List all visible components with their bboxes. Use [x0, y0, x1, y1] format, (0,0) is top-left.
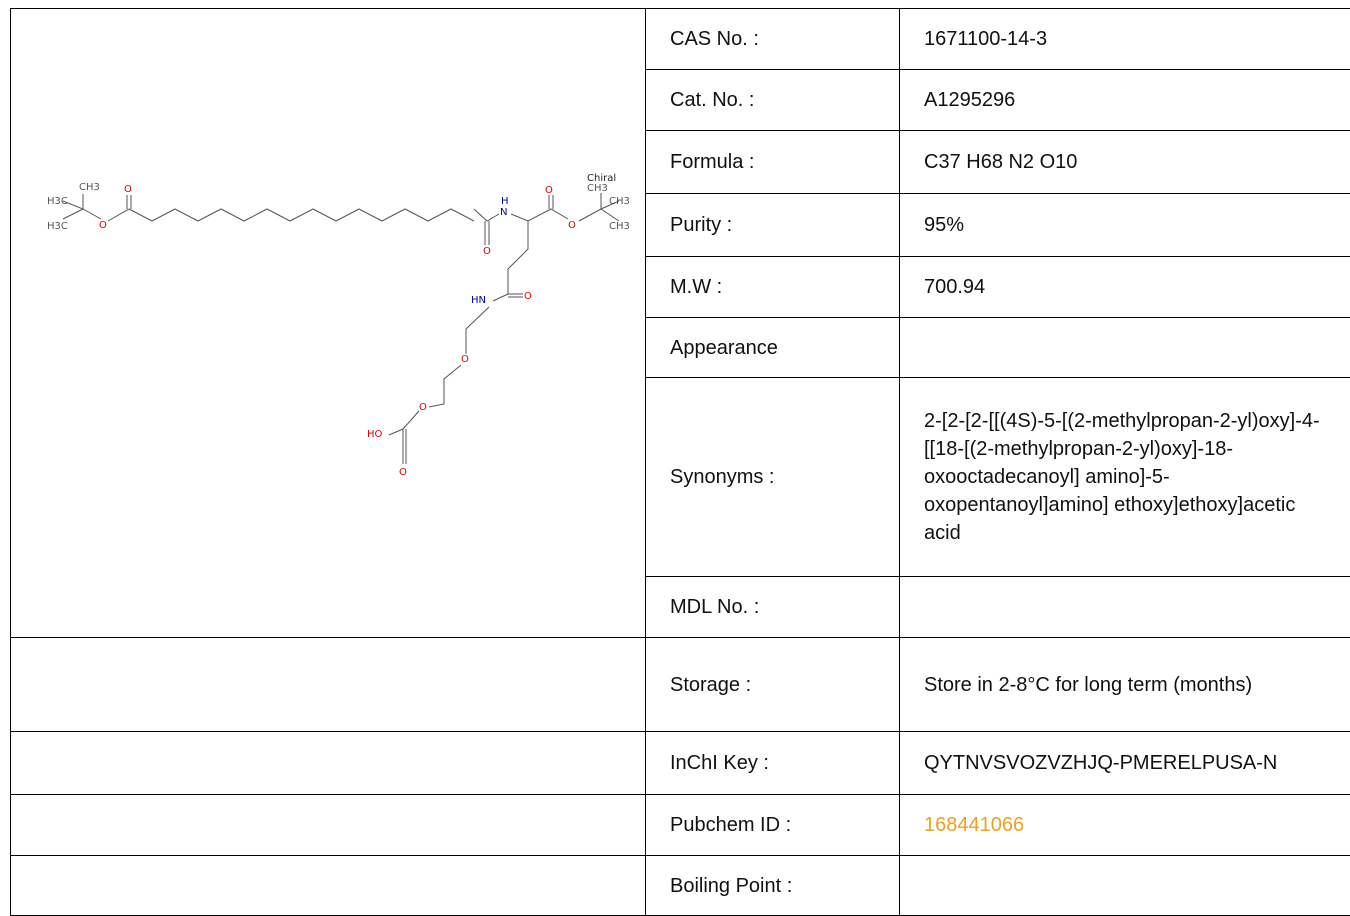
atom-label: O	[545, 185, 553, 196]
atom-label: H3C	[47, 221, 68, 232]
label-cell: MDL No. :	[646, 577, 900, 638]
atom-label: N	[500, 207, 507, 218]
empty-cell	[11, 732, 646, 795]
bond	[466, 307, 489, 354]
empty-cell	[11, 856, 646, 916]
label-cell: Storage :	[646, 638, 900, 732]
value-cell: 700.94	[900, 256, 1350, 318]
value-cell: C37 H68 N2 O10	[900, 130, 1350, 193]
label-cell: Appearance	[646, 318, 900, 378]
label-cell: Synonyms :	[646, 378, 900, 577]
bond	[511, 209, 568, 221]
atom-label: H	[501, 196, 509, 207]
row: Pubchem ID : 168441066	[11, 795, 1350, 856]
value-cell	[900, 856, 1350, 916]
value-cell	[900, 318, 1350, 378]
atom-label: CH3	[609, 221, 630, 232]
bond	[108, 209, 129, 221]
empty-cell	[11, 638, 646, 732]
bond	[403, 411, 419, 464]
value-cell	[900, 577, 1350, 638]
value-cell: A1295296	[900, 69, 1350, 130]
label-cell: Formula :	[646, 130, 900, 193]
atom-label: O	[399, 467, 407, 478]
bond	[129, 209, 474, 221]
empty-cell	[11, 795, 646, 856]
atom-label: HO	[367, 429, 383, 440]
row: Boiling Point :	[11, 856, 1350, 916]
atom-label: O	[483, 246, 491, 257]
pubchem-link[interactable]: 168441066	[924, 814, 1024, 836]
label-cell: M.W :	[646, 256, 900, 318]
atom-label: O	[524, 291, 532, 302]
value-cell: 168441066	[900, 795, 1350, 856]
row: InChI Key :QYTNVSVOZVZHJQ-PMERELPUSA-N	[11, 732, 1350, 795]
label-cell: InChI Key :	[646, 732, 900, 795]
atom-label: HN	[471, 295, 486, 306]
value-cell: QYTNVSVOZVZHJQ-PMERELPUSA-N	[900, 732, 1350, 795]
label-cell: Cat. No. :	[646, 69, 900, 130]
label-cell: Pubchem ID :	[646, 795, 900, 856]
atom-label: CH3	[587, 183, 608, 194]
bond	[389, 429, 403, 435]
value-cell: 95%	[900, 193, 1350, 256]
value-cell: 1671100-14-3	[900, 9, 1350, 70]
bond	[601, 209, 619, 221]
bond	[83, 209, 101, 219]
label-cell: CAS No. :	[646, 9, 900, 70]
row: Storage :Store in 2-8°C for long term (m…	[11, 638, 1350, 732]
atom-label: CH3	[609, 196, 630, 207]
bond	[429, 365, 461, 407]
value-cell: 2-[2-[2-[[(4S)-5-[(2-methylpropan-2-yl)o…	[900, 378, 1350, 577]
bond	[508, 221, 528, 294]
atom-label: O	[461, 354, 469, 365]
atom-label: H3C	[47, 196, 68, 207]
atom-label: O	[419, 402, 427, 413]
atom-label: O	[99, 220, 107, 231]
label-cell: Boiling Point :	[646, 856, 900, 916]
atom-label: CH3	[79, 182, 100, 193]
value-cell: Store in 2-8°C for long term (months)	[900, 638, 1350, 732]
atom-label: O	[124, 184, 132, 195]
label-cell: Purity :	[646, 193, 900, 256]
bond	[474, 209, 499, 221]
atom-label: O	[568, 220, 576, 231]
bond	[493, 294, 508, 301]
